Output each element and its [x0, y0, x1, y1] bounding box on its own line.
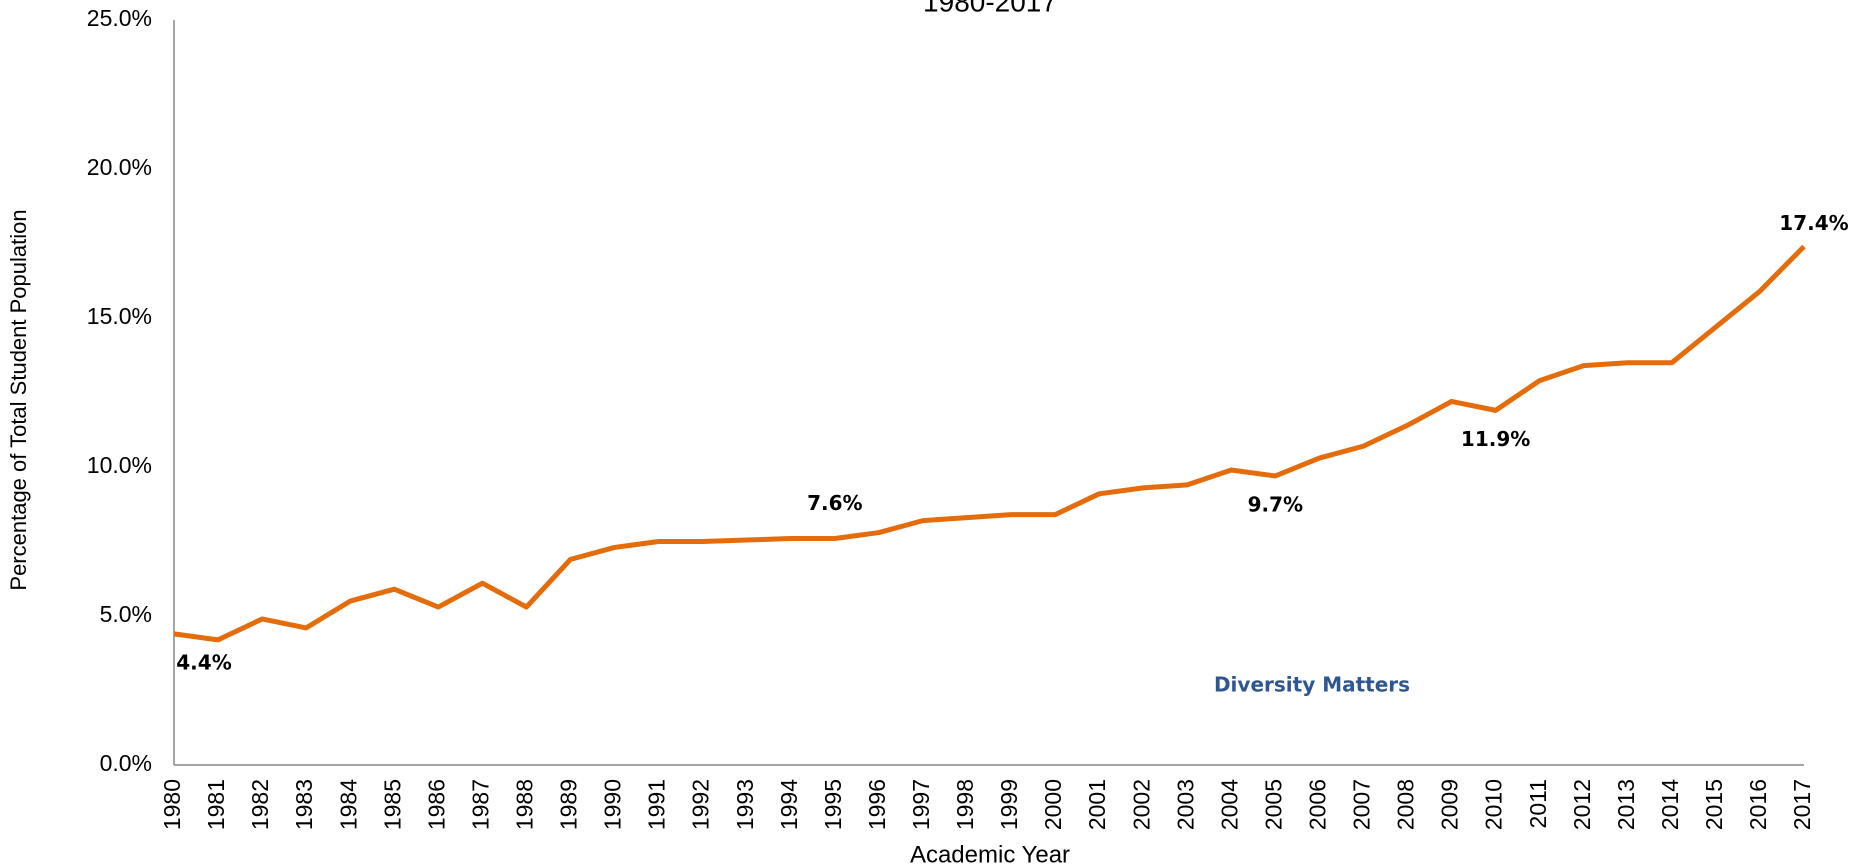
y-tick-label: 15.0% — [87, 303, 152, 329]
x-tick-label: 1983 — [291, 779, 317, 830]
x-tick-label: 1981 — [203, 779, 229, 830]
x-tick-label: 2002 — [1128, 779, 1154, 830]
chart-title: 1980-2017 — [923, 0, 1057, 17]
x-tick-label: 1994 — [776, 779, 802, 830]
x-tick-label: 1987 — [467, 779, 493, 830]
line — [173, 244, 1806, 643]
y-tick-label: 0.0% — [100, 750, 152, 776]
x-tick-label: 1996 — [864, 779, 890, 830]
x-tick-label: 1999 — [996, 779, 1022, 830]
x-tick-label: 2014 — [1657, 779, 1683, 830]
x-tick-label: 1988 — [512, 779, 538, 830]
x-tick-label: 1984 — [335, 779, 361, 830]
x-tick-label: 2011 — [1525, 779, 1551, 828]
x-tick-label: 2006 — [1304, 779, 1330, 830]
annotation: Diversity Matters — [1214, 673, 1410, 697]
x-tick-label: 1991 — [644, 779, 670, 830]
x-tick-label: 1980 — [159, 779, 185, 830]
x-tick-label: 1989 — [556, 779, 582, 830]
data-label: 4.4% — [176, 650, 231, 674]
x-tick-label: 1992 — [688, 779, 714, 830]
x-tick-label: 2012 — [1569, 779, 1595, 830]
y-tick-label: 25.0% — [87, 5, 152, 31]
x-tick-label: 2004 — [1216, 779, 1242, 830]
data-label: 17.4% — [1779, 211, 1848, 235]
x-tick-label: 2015 — [1701, 779, 1727, 830]
data-label: 9.7% — [1248, 492, 1303, 516]
x-tick-label: 2009 — [1437, 779, 1463, 830]
data-label: 11.9% — [1461, 427, 1530, 451]
x-tick-label: 1998 — [952, 779, 978, 830]
x-tick-label: 2017 — [1789, 779, 1815, 830]
x-tick-label: 1986 — [423, 779, 449, 830]
x-tick-label: 2008 — [1393, 779, 1419, 830]
x-axis-label: Academic Year — [910, 841, 1070, 868]
x-tick-label: 1995 — [820, 779, 846, 830]
x-tick-label: 2005 — [1260, 779, 1286, 830]
x-tick-label: 1985 — [379, 779, 405, 830]
x-tick-label: 2000 — [1040, 779, 1066, 830]
y-tick-label: 20.0% — [87, 154, 152, 180]
x-tick-label: 2001 — [1084, 779, 1110, 830]
y-tick-label: 10.0% — [87, 452, 152, 478]
x-tick-label: 2003 — [1172, 779, 1198, 830]
x-tick-label: 2010 — [1481, 779, 1507, 830]
y-axis-label: Percentage of Total Student Population — [6, 209, 31, 590]
x-tick-label: 1997 — [908, 779, 934, 830]
x-tick-label: 2013 — [1613, 779, 1639, 830]
x-tick-label: 1990 — [600, 779, 626, 830]
x-tick-label: 2016 — [1745, 779, 1771, 830]
y-tick-label: 5.0% — [100, 601, 152, 627]
x-tick-label: 2007 — [1349, 779, 1375, 830]
x-tick-label: 1982 — [247, 779, 273, 830]
data-label: 7.6% — [807, 491, 862, 515]
x-tick-label: 1993 — [732, 779, 758, 830]
